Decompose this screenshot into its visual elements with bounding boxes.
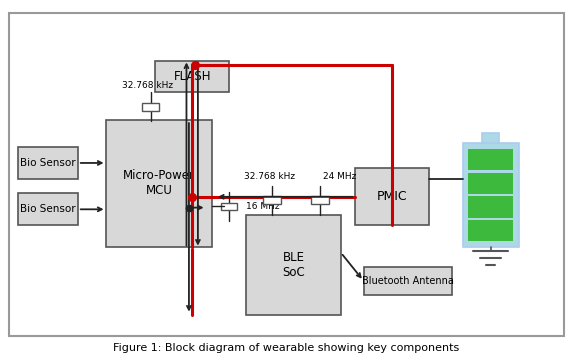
Bar <box>355 168 429 225</box>
Text: Figure 1: Block diagram of wearable showing key components: Figure 1: Block diagram of wearable show… <box>113 343 460 353</box>
Text: FLASH: FLASH <box>174 70 211 83</box>
Bar <box>468 221 513 241</box>
Bar <box>18 147 78 179</box>
Text: 16 MHz: 16 MHz <box>246 202 280 211</box>
Bar <box>221 203 237 210</box>
Text: Bio Sensor: Bio Sensor <box>20 204 76 214</box>
Text: Micro-Power
MCU: Micro-Power MCU <box>123 169 195 198</box>
Bar <box>264 197 281 204</box>
Bar <box>142 103 159 111</box>
Bar <box>312 197 329 204</box>
Text: Bluetooth Antenna: Bluetooth Antenna <box>362 276 454 286</box>
Text: BLE
SoC: BLE SoC <box>282 251 305 279</box>
Bar <box>482 133 499 143</box>
Text: 24 MHz: 24 MHz <box>323 171 356 181</box>
Bar <box>155 61 229 92</box>
Text: Bio Sensor: Bio Sensor <box>20 158 76 168</box>
Text: 32.768 kHz: 32.768 kHz <box>123 81 174 90</box>
Text: PMIC: PMIC <box>377 190 407 203</box>
Text: 32.768 kHz: 32.768 kHz <box>244 171 295 181</box>
Bar <box>468 149 513 170</box>
Bar <box>468 173 513 194</box>
Bar <box>462 143 519 247</box>
Bar <box>468 197 513 218</box>
Bar <box>107 120 212 247</box>
Bar <box>18 193 78 225</box>
Bar <box>246 215 341 315</box>
Bar <box>364 267 452 295</box>
